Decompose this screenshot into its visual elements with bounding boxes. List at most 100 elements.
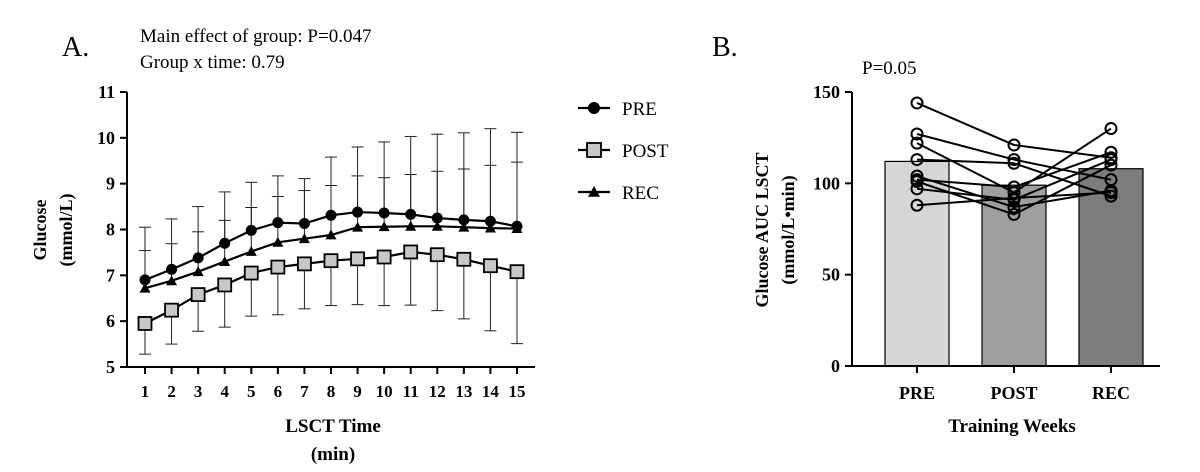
legend-marker-rec (588, 186, 600, 197)
x-tick-label: 5 (247, 382, 256, 401)
x-tick-label: 1 (141, 382, 150, 401)
point-rec (272, 236, 284, 247)
point-rec (166, 275, 178, 286)
y-tick-label: 0 (831, 356, 840, 376)
x-tick-label: 2 (167, 382, 176, 401)
point-pre (378, 207, 390, 219)
individual-point (1104, 189, 1118, 203)
point-pre (166, 263, 178, 275)
point-post (376, 249, 392, 265)
individual-point (1104, 145, 1118, 159)
point-rec (192, 266, 204, 277)
x-tick-label: 14 (482, 382, 500, 401)
panel-b-annotation: P=0.05 (862, 58, 917, 79)
panel-b-plot: 0 50 100 150 PRE POST REC (813, 82, 1160, 403)
point-post (270, 259, 286, 275)
individual-point (1007, 185, 1021, 199)
x-tick-label: POST (990, 383, 1037, 403)
individual-point (910, 127, 924, 141)
legend-label-post: POST (622, 141, 669, 162)
point-post (190, 287, 206, 302)
point-pre (245, 224, 257, 236)
point-post (456, 251, 472, 267)
x-tick-label: 11 (403, 382, 419, 401)
y-tick-label: 6 (106, 311, 115, 331)
individual-point (1104, 153, 1118, 167)
point-post (164, 302, 179, 318)
point-post (429, 247, 445, 263)
individual-point (1007, 207, 1021, 221)
individual-point (1007, 191, 1021, 205)
panel-a-ylabel-line1: Glucose (30, 199, 50, 260)
x-tick-label: 15 (508, 382, 525, 401)
individual-point (1007, 153, 1021, 167)
individual-point (910, 153, 924, 167)
point-pre (352, 206, 364, 218)
x-tick-label: REC (1092, 383, 1130, 403)
panel-a-xlabel-line2: (min) (311, 444, 355, 465)
panel-b-label: B. (712, 32, 738, 63)
legend-label-pre: PRE (622, 99, 657, 120)
point-post (217, 277, 233, 293)
point-rec (484, 222, 496, 233)
panel-a-ylabel-line2: (mmol/L) (56, 194, 77, 267)
y-tick-label: 50 (822, 265, 840, 285)
individual-point (910, 198, 924, 212)
individual-line (916, 158, 1112, 201)
x-tick-label: 6 (274, 382, 283, 401)
individual-point (1007, 138, 1021, 152)
point-rec (245, 246, 257, 256)
point-pre (298, 218, 310, 230)
point-post (137, 316, 153, 331)
point-rec (458, 221, 470, 232)
x-tick-label: 3 (194, 382, 203, 401)
point-rec (219, 256, 231, 266)
panel-a-legend: PRE POST REC (578, 99, 669, 204)
individual-point (910, 169, 924, 183)
point-pre (325, 209, 337, 221)
panel-a-xlabel-line1: LSCT Time (285, 416, 381, 437)
legend-marker-post (586, 142, 602, 158)
point-rec (325, 229, 337, 240)
x-tick-label: 8 (327, 382, 336, 401)
panel-a-annotation-1: Main effect of group: P=0.047 (140, 26, 371, 47)
individual-point (910, 136, 924, 150)
x-tick-label: 12 (429, 382, 446, 401)
y-tick-label: 150 (813, 82, 840, 102)
y-tick-label: 11 (98, 82, 115, 102)
point-post (243, 265, 259, 281)
individual-line (916, 175, 1112, 209)
legend-marker-pre (588, 102, 600, 114)
x-tick-label: 9 (353, 382, 362, 401)
y-tick-label: 9 (106, 174, 115, 194)
panel-b-ylabel-line2: (mmol/L•min) (778, 175, 799, 284)
point-post (297, 256, 312, 272)
point-post (509, 264, 525, 280)
point-pre (405, 208, 417, 220)
point-rec (511, 223, 523, 233)
point-rec (298, 233, 310, 244)
panel-b-xlabel: Training Weeks (948, 416, 1076, 437)
x-tick-label: 10 (376, 382, 393, 401)
individual-line (916, 158, 1112, 198)
point-rec (352, 221, 364, 232)
x-tick-label: 13 (455, 382, 472, 401)
panel-b-ylabel-line1: Glucose AUC LSCT (752, 152, 772, 307)
y-tick-label: 8 (106, 220, 115, 240)
point-pre (192, 252, 204, 264)
bar-pre (884, 160, 950, 367)
y-tick-label: 10 (97, 128, 115, 148)
individual-point (910, 175, 924, 189)
individual-point (1104, 185, 1118, 199)
panel-a-annotation-2: Group x time: 0.79 (140, 52, 285, 73)
point-pre (219, 237, 231, 249)
individual-point (1104, 158, 1118, 172)
point-post (403, 244, 419, 260)
point-post (323, 253, 339, 269)
point-post (483, 258, 498, 274)
point-rec (431, 220, 443, 231)
point-rec (405, 220, 417, 231)
panel-a-label: A. (62, 32, 89, 63)
individual-point (910, 182, 924, 196)
